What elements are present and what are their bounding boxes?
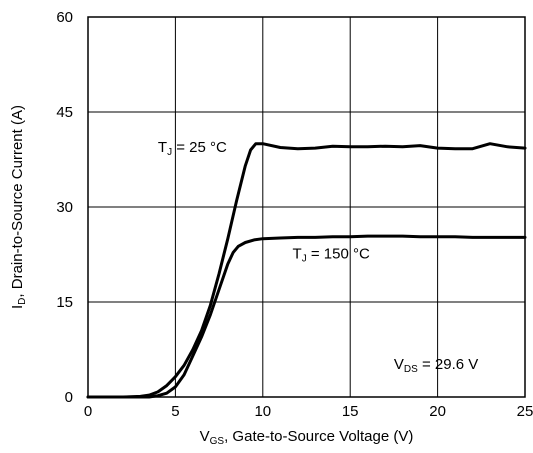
y-tick-label-2: 30: [56, 199, 73, 216]
series-line-1: [86, 234, 527, 399]
y-tick-label-3: 45: [56, 104, 73, 121]
y-tick-label-0: 0: [65, 389, 73, 406]
x-axis-label: VGS, Gate-to-Source Voltage (V): [200, 428, 414, 447]
annotation-2: VDS = 29.6 V: [394, 356, 478, 375]
x-tick-label-4: 20: [429, 403, 446, 420]
y-tick-label-4: 60: [56, 9, 73, 26]
x-tick-label-3: 15: [342, 403, 359, 420]
x-axis-ticks: 0 5 10 15 20 25: [84, 403, 533, 420]
annotation-0: TJ = 25 °C: [158, 139, 227, 158]
annotations: TJ = 25 °C TJ = 150 °C VDS = 29.6 V: [158, 139, 478, 375]
grid: [88, 17, 525, 397]
annotation-1: TJ = 150 °C: [293, 245, 370, 264]
x-tick-label-5: 25: [517, 403, 533, 420]
series-line-0: [86, 142, 527, 399]
y-axis-label: ID, Drain-to-Source Current (A): [9, 105, 28, 309]
y-tick-label-1: 15: [56, 294, 73, 311]
x-tick-label-0: 0: [84, 403, 92, 420]
series-lines: [86, 142, 527, 399]
y-axis-ticks: 0 15 30 45 60: [56, 9, 73, 406]
plot-frame: [87, 16, 526, 398]
x-tick-label-1: 5: [171, 403, 179, 420]
x-tick-label-2: 10: [254, 403, 271, 420]
